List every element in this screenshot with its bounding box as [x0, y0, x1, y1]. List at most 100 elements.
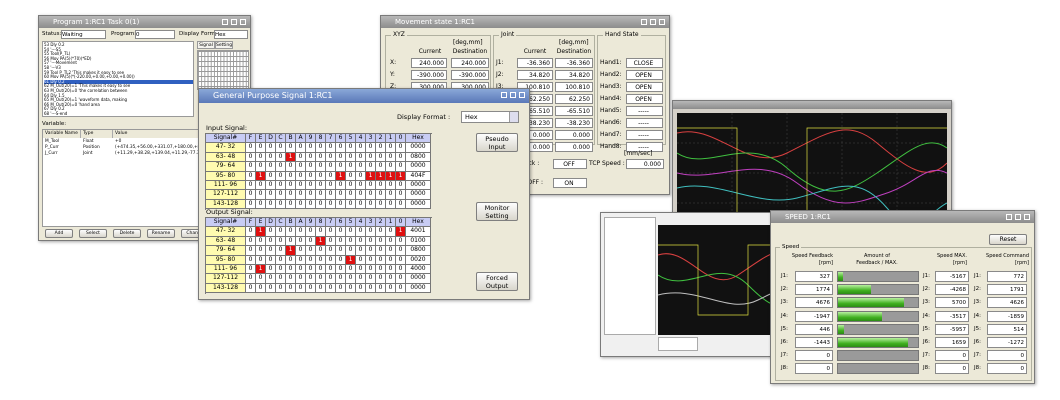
axis-label: Z:	[390, 83, 397, 90]
table-cell: 6	[336, 134, 346, 144]
speed-group	[775, 247, 1032, 381]
amount-track	[837, 297, 919, 309]
table-cell: 0	[266, 199, 276, 210]
destination-value: -38.230	[555, 118, 593, 128]
lock-value: OFF	[553, 159, 587, 169]
table-cell: 0	[376, 236, 386, 247]
speed-feedback: 327	[795, 271, 833, 282]
program-field: 0	[135, 30, 175, 39]
table-cell: 0	[386, 246, 396, 256]
table-cell: 0	[276, 274, 286, 284]
table-cell: 0	[386, 162, 396, 172]
table-cell: 0	[286, 283, 296, 294]
joint-label: J4:	[974, 312, 981, 319]
amount-bar	[838, 324, 844, 334]
speed-max: 1659	[935, 337, 969, 348]
table-cell: 1	[346, 255, 356, 265]
hand-state: -----	[626, 130, 663, 140]
table-cell: 0	[296, 162, 306, 172]
table-cell: 0	[376, 190, 386, 200]
table-cell: 0	[246, 199, 256, 210]
format-dropdown[interactable]: Hex	[461, 111, 519, 123]
group-label: Joint	[499, 30, 517, 40]
table-cell: 0	[356, 199, 366, 210]
table-cell: 0	[346, 265, 356, 275]
table-cell: 127-112	[206, 190, 246, 200]
joint-label: J4:	[781, 312, 788, 319]
column-header: Speed Command	[986, 253, 1029, 259]
signal-button[interactable]: Monitor Setting	[476, 202, 518, 221]
table-cell: 0	[306, 265, 316, 275]
table-cell: 0	[356, 255, 366, 265]
table-cell: 0	[246, 246, 256, 256]
table-cell: 0	[326, 181, 336, 191]
table-cell: 0	[306, 227, 316, 237]
table-cell: 0	[266, 152, 276, 163]
table-cell: 0	[276, 181, 286, 191]
destination-value: -36.360	[555, 58, 593, 68]
table-cell: 0	[396, 246, 406, 256]
group-label: Speed	[780, 242, 802, 253]
label: Display Format :	[397, 113, 451, 121]
hand-state: -----	[626, 142, 663, 152]
amount-track	[837, 271, 919, 282]
signal-button[interactable]: Forced Output	[476, 272, 518, 291]
destination-value: 62.250	[555, 94, 593, 104]
table-cell: 0	[286, 265, 296, 275]
table-cell: 0	[396, 283, 406, 294]
code-line: 59 Tool P_TL2 'This makes it easy to see	[44, 69, 125, 75]
table-cell: 1	[386, 134, 396, 144]
table-cell: 0	[366, 227, 376, 237]
code-line: 66 M_Out(20)=0 'hand area	[44, 101, 100, 107]
table-cell: 2	[376, 134, 386, 144]
code-line: 65 M_Out(20)=1 'waveform data, making	[44, 97, 128, 103]
table-cell: 0	[266, 171, 276, 181]
table-cell: A	[296, 218, 306, 228]
table-cell: 0	[296, 236, 306, 247]
code-line: 58 '---V3	[44, 65, 61, 70]
amount-bar	[838, 338, 908, 347]
table-cell: 0	[296, 152, 306, 163]
table-cell: 0	[266, 190, 276, 200]
table-cell: 0	[386, 152, 396, 163]
joint-label: J5:	[781, 325, 788, 332]
table-cell: 0	[346, 171, 356, 181]
table-cell: 0	[396, 199, 406, 210]
table-cell: 0	[336, 190, 346, 200]
joint-label: J8:	[974, 365, 981, 372]
table-cell: 0	[326, 274, 336, 284]
section-label: Output Signal:	[206, 208, 253, 216]
table-cell: 0	[356, 236, 366, 247]
table-cell: A	[296, 134, 306, 144]
table-cell: 111- 96	[206, 265, 246, 275]
section-label: Input Signal:	[206, 124, 248, 132]
unit-label: [mm/sec]	[624, 150, 653, 157]
speed-feedback: 0	[795, 350, 833, 362]
variable-cell: (+11.29,+38.28,+139.04,+11.29,-77.37,-0.…	[115, 151, 217, 156]
joint-label: J6:	[923, 339, 930, 345]
button[interactable]: Add	[45, 229, 73, 238]
table-cell: 0020	[406, 255, 431, 265]
table-cell: 0	[266, 274, 276, 284]
destination-value: -390.000	[451, 70, 489, 80]
table-cell: 0	[396, 274, 406, 284]
hand-state: OPEN	[626, 94, 663, 104]
table-cell: 0	[336, 246, 346, 256]
hand-label: Hand1:	[600, 59, 622, 66]
table-cell: 0	[376, 255, 386, 265]
table-cell: 1	[396, 227, 406, 237]
table-cell: 0	[336, 152, 346, 163]
table-cell: 1	[286, 152, 296, 163]
table-cell: 0	[346, 227, 356, 237]
column-unit: [rpm]	[818, 260, 833, 266]
button[interactable]: Rename	[147, 229, 175, 238]
button[interactable]: Select	[79, 229, 107, 238]
amount-track	[837, 363, 919, 375]
speed-feedback: -1443	[795, 337, 833, 348]
destination-value: 0.000	[555, 142, 593, 152]
reset-button[interactable]: Reset	[989, 234, 1027, 245]
table-cell: 0	[286, 171, 296, 181]
button[interactable]: Delete	[113, 229, 141, 238]
table-cell: 0	[276, 171, 286, 181]
signal-button[interactable]: Pseudo Input	[476, 133, 518, 152]
